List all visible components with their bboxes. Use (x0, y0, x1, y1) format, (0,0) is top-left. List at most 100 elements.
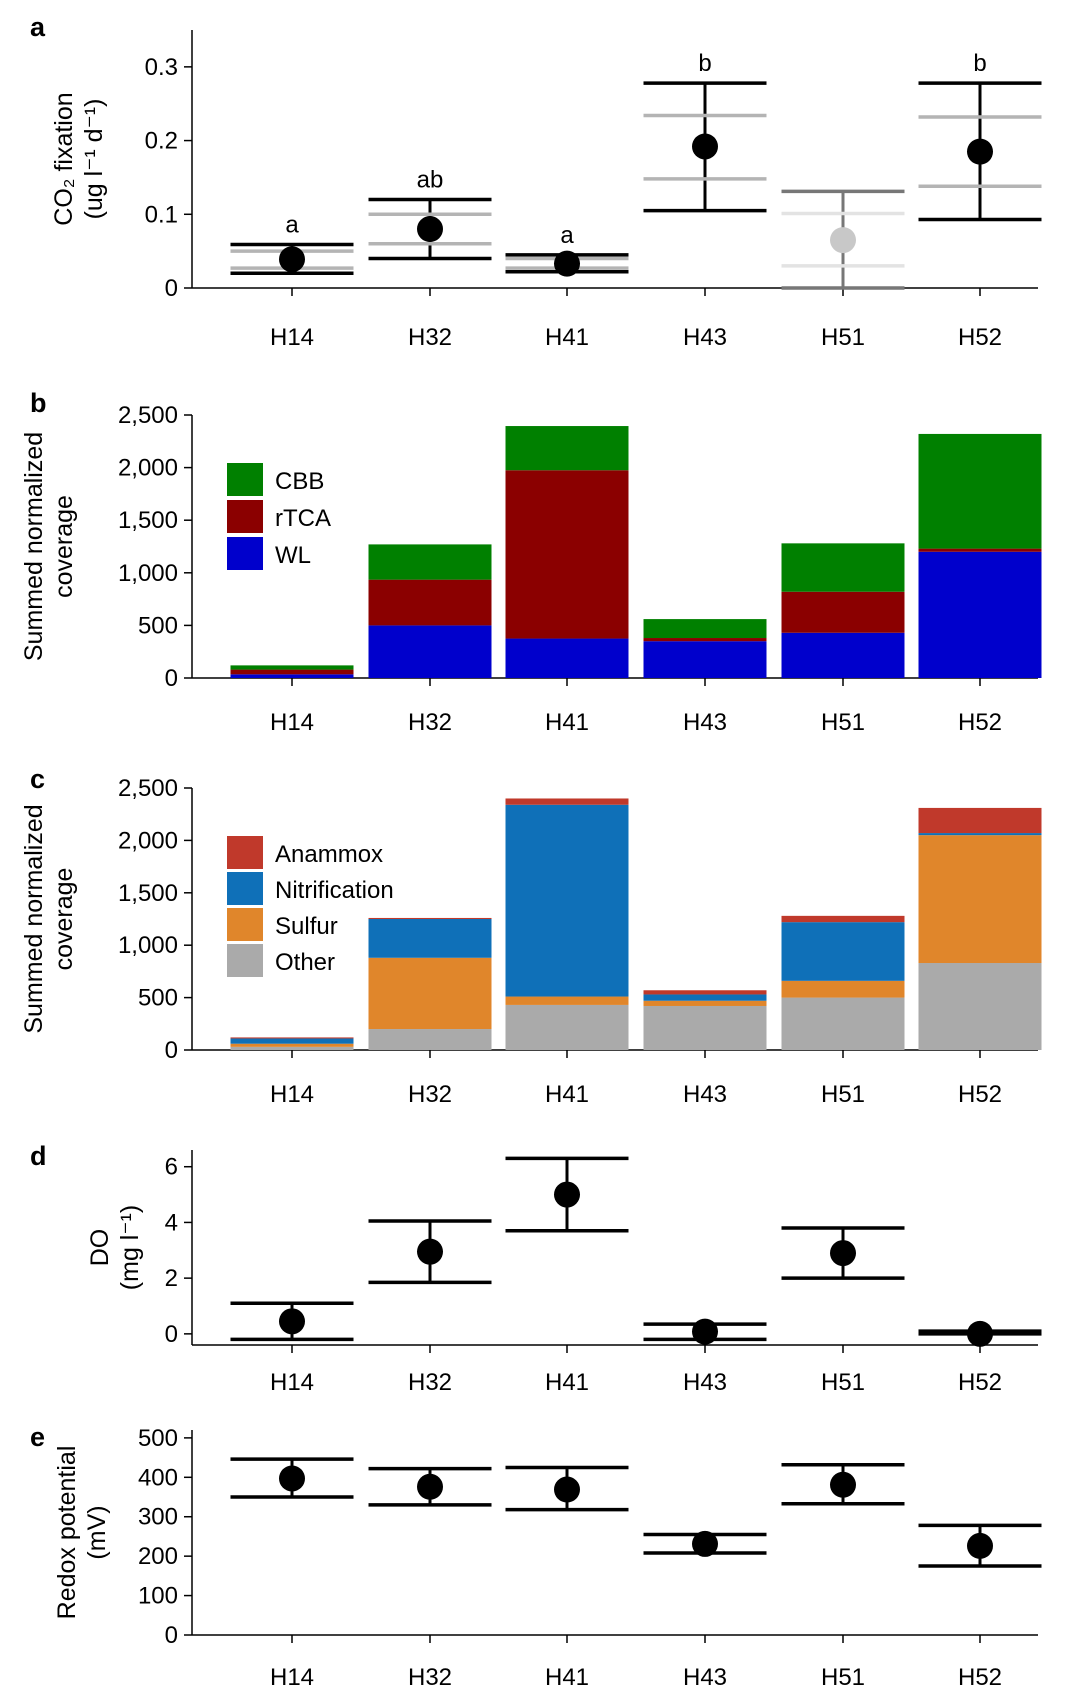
y-axis-label: Summed normalizedcoverage (20, 432, 78, 661)
bar-segment-nitrification-h43 (643, 994, 767, 1001)
bar-segment-cbb-h41 (505, 426, 629, 471)
y-axis-label: Summed normalizedcoverage (20, 804, 78, 1033)
bar-segment-other-h52 (918, 963, 1042, 1050)
x-tick-label: H14 (270, 324, 314, 351)
legend-swatch-rtca (227, 500, 263, 533)
legend-label-anammox: Anammox (275, 841, 383, 868)
y-axis-label-line2: (ug l⁻¹ d⁻¹) (80, 99, 108, 220)
bar-segment-cbb-h52 (918, 433, 1042, 549)
bar-segment-wl-h32 (368, 625, 492, 678)
x-tick-label: H32 (408, 324, 452, 351)
x-tick-label: H52 (958, 324, 1002, 351)
data-point-h14 (279, 1308, 305, 1335)
y-tick-label: 4 (165, 1209, 178, 1236)
y-tick-label: 200 (138, 1543, 178, 1570)
panel-letter-d: d (30, 1141, 47, 1171)
bar-segment-nitrification-h41 (505, 804, 629, 997)
significance-label-h43: b (698, 50, 711, 77)
bar-segment-sulfur-h52 (918, 835, 1042, 964)
significance-label-h32: ab (417, 167, 444, 194)
x-tick-label: H32 (408, 1081, 452, 1108)
bar-segment-rtca-h32 (368, 579, 492, 626)
data-point-h14 (279, 1465, 305, 1492)
x-tick-label: H51 (821, 709, 865, 736)
y-axis-label-line1: Summed normalized (20, 432, 48, 661)
y-tick-label: 1,000 (118, 560, 178, 587)
data-point-h43 (692, 1530, 718, 1557)
bar-segment-other-h32 (368, 1029, 492, 1050)
bar-segment-wl-h14 (230, 674, 354, 678)
significance-label-h52: b (973, 50, 986, 77)
x-tick-label: H32 (408, 1369, 452, 1396)
legend-swatch-wl (227, 537, 263, 570)
panel-letter-a: a (30, 12, 46, 42)
bar-segment-cbb-h43 (643, 619, 767, 639)
x-tick-label: H14 (270, 1664, 314, 1691)
data-point-h32 (417, 216, 443, 243)
x-tick-label: H43 (683, 1081, 727, 1108)
y-axis-label-line1: CO₂ fixation (50, 92, 78, 225)
y-tick-label: 0 (165, 1321, 178, 1348)
data-point-h41 (554, 1181, 580, 1208)
bar-segment-rtca-h41 (505, 470, 629, 639)
y-tick-label: 2,500 (118, 402, 178, 429)
panel-c: c Summed normalizedcoverage 0 500 1,000 1,500… (20, 764, 1042, 1108)
bar-segment-cbb-h51 (781, 543, 905, 592)
bar-segment-nitrification-h32 (368, 919, 492, 958)
bar-segment-other-h41 (505, 1004, 629, 1050)
panel-letter-e: e (30, 1422, 45, 1452)
data-point-h51 (830, 1471, 856, 1498)
legend-swatch-sulfur (227, 908, 263, 941)
bar-segment-sulfur-h32 (368, 957, 492, 1030)
y-tick-label: 0 (165, 1622, 178, 1649)
data-point-h51 (830, 1240, 856, 1267)
y-axis-label: Redox potential(mV) (53, 1446, 111, 1620)
legend-label-other: Other (275, 949, 335, 976)
y-tick-label: 2,000 (118, 827, 178, 854)
bar-segment-anammox-h41 (505, 798, 629, 805)
y-tick-label: 0.1 (145, 201, 178, 228)
y-axis-label-line2: coverage (50, 868, 78, 971)
x-tick-label: H14 (270, 1369, 314, 1396)
bar-segment-other-h14 (230, 1046, 354, 1050)
bar-segment-sulfur-h43 (643, 1000, 767, 1006)
bar-segment-sulfur-h14 (230, 1043, 354, 1047)
bar-segment-anammox-h43 (643, 990, 767, 995)
x-tick-label: H52 (958, 1369, 1002, 1396)
bar-segment-anammox-h52 (918, 807, 1042, 834)
data-point-h41 (554, 250, 580, 277)
bar-segment-wl-h43 (643, 641, 767, 678)
data-point-h32 (417, 1238, 443, 1265)
legend-label-cbb: CBB (275, 468, 324, 495)
legend-swatch-other (227, 944, 263, 977)
y-tick-label: 1,500 (118, 880, 178, 907)
panel-letter-c: c (30, 764, 45, 794)
y-tick-label: 500 (138, 612, 178, 639)
y-tick-label: 500 (138, 985, 178, 1012)
x-tick-label: H52 (958, 709, 1002, 736)
bar-segment-anammox-h51 (781, 915, 905, 923)
x-tick-label: H14 (270, 709, 314, 736)
panel-d: d DO(mg l⁻¹) 0 2 4 6 H14 H32 H41 H43 H51 H52 (30, 1141, 1042, 1396)
x-tick-label: H41 (545, 324, 589, 351)
y-tick-label: 2,000 (118, 455, 178, 482)
x-tick-label: H52 (958, 1081, 1002, 1108)
x-tick-label: H32 (408, 1664, 452, 1691)
y-tick-label: 100 (138, 1583, 178, 1610)
data-point-h52 (967, 1532, 993, 1559)
bar-segment-sulfur-h41 (505, 996, 629, 1005)
y-tick-label: 400 (138, 1464, 178, 1491)
x-tick-label: H43 (683, 709, 727, 736)
y-axis-label-line1: DO (86, 1229, 114, 1267)
y-axis-label-line1: Redox potential (53, 1446, 81, 1620)
legend-swatch-nitrification (227, 872, 263, 905)
bar-segment-rtca-h43 (643, 638, 767, 642)
x-tick-label: H32 (408, 709, 452, 736)
bar-segment-wl-h52 (918, 551, 1042, 678)
y-axis-label-line2: (mg l⁻¹) (116, 1205, 144, 1290)
x-tick-label: H43 (683, 324, 727, 351)
bar-segment-other-h51 (781, 997, 905, 1050)
data-point-h52 (967, 138, 993, 165)
y-tick-label: 0 (165, 665, 178, 692)
bar-segment-rtca-h52 (918, 548, 1042, 552)
